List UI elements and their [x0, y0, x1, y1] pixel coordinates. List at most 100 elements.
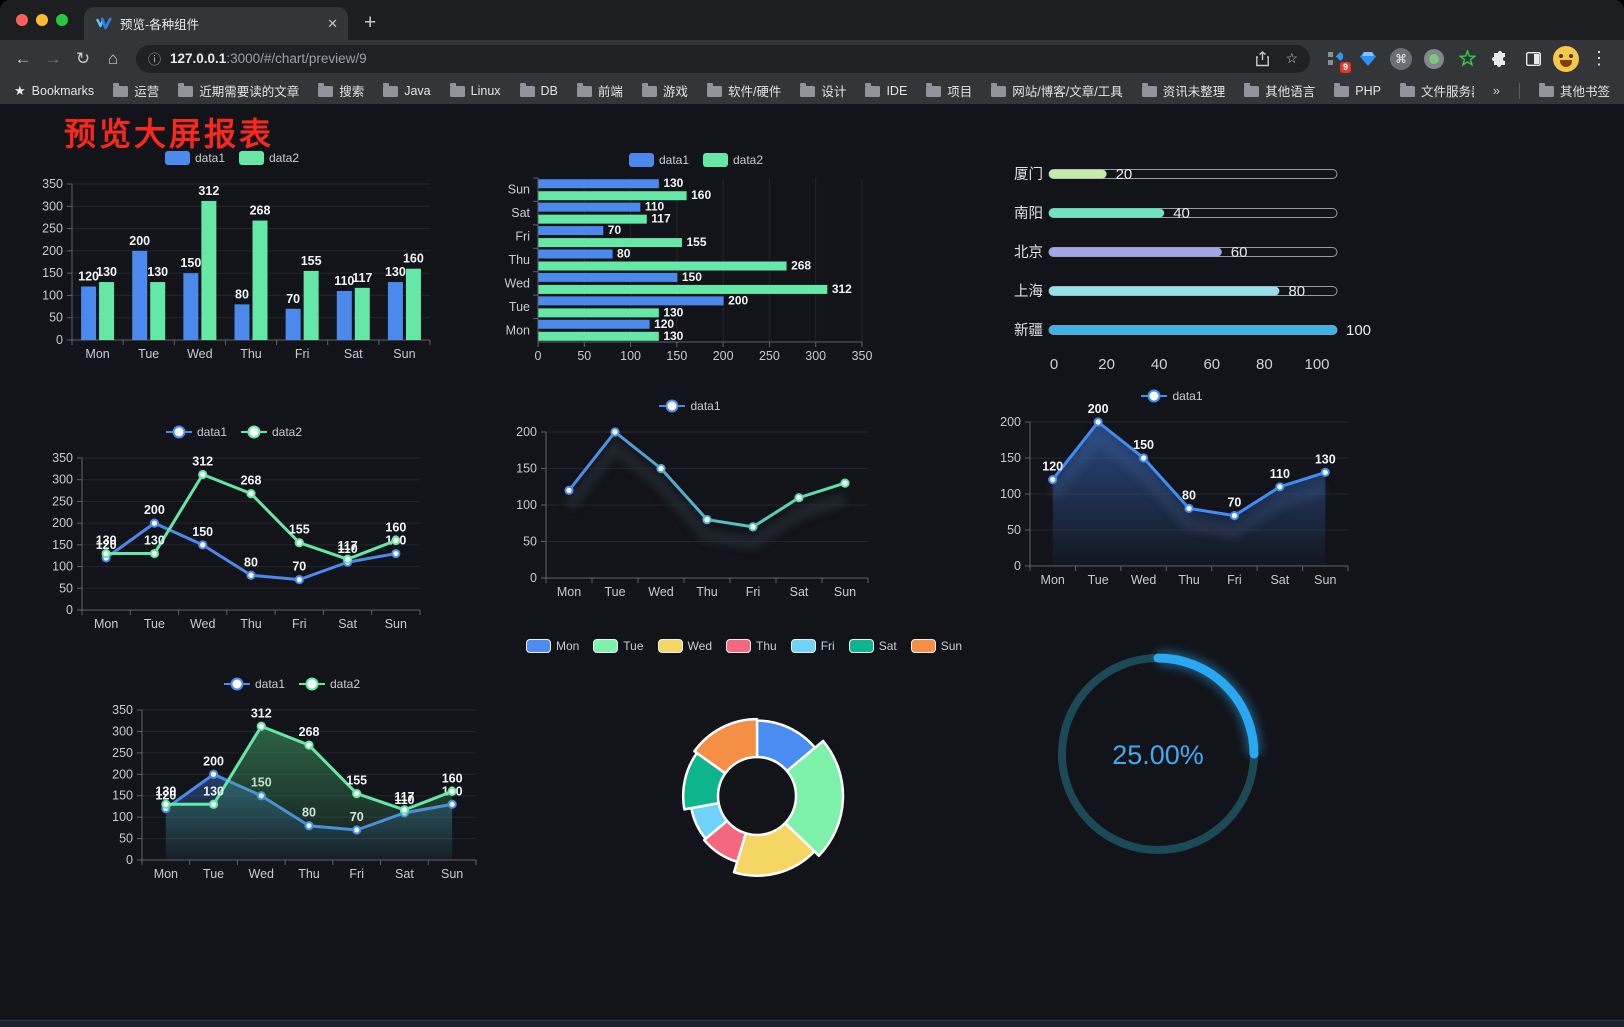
legend-item-data1[interactable]: data1	[1141, 389, 1203, 403]
bookmark-item[interactable]: PHP	[1334, 81, 1381, 100]
svg-text:50: 50	[1007, 523, 1021, 537]
bookmark-label: 近期需要读的文章	[199, 85, 300, 99]
legend-item-Sun[interactable]: Sun	[910, 639, 962, 653]
bookmark-item[interactable]: 项目	[926, 81, 972, 100]
home-icon[interactable]: ⌂	[107, 48, 119, 68]
bookmark-item[interactable]: 运营	[113, 81, 159, 100]
svg-text:Fri: Fri	[292, 617, 307, 631]
legend-item-Fri[interactable]: Fri	[790, 639, 835, 653]
bookmark-item[interactable]: IDE	[865, 81, 907, 100]
bookmark-item[interactable]: 资讯未整理	[1141, 81, 1225, 100]
chart-rose-pie: Mon Tue Wed Thu Fri Sat Sun	[525, 636, 962, 898]
legend-marker	[165, 425, 192, 439]
browser-tab[interactable]: 预览-各种组件 ✕	[84, 7, 348, 40]
minimize-window-button[interactable]	[36, 14, 48, 26]
svg-text:Sun: Sun	[441, 867, 463, 881]
legend-item-Wed[interactable]: Wed	[657, 639, 712, 653]
bookmarks-overflow-chevron[interactable]: »	[1492, 83, 1500, 98]
profile-avatar[interactable]	[1553, 45, 1579, 72]
menu-icon[interactable]: ⋮	[1590, 48, 1608, 68]
legend-item-data1[interactable]: data1	[628, 153, 689, 167]
bookmark-item[interactable]: DB	[519, 81, 558, 100]
site-info-icon[interactable]: ⓘ	[148, 52, 162, 67]
bookmark-item[interactable]: 软件/硬件	[706, 81, 781, 100]
svg-text:150: 150	[1000, 451, 1021, 465]
reload-icon[interactable]: ↻	[75, 48, 91, 68]
folder-icon	[383, 82, 399, 97]
bookmark-item[interactable]: 搜索	[318, 81, 364, 100]
command-extension-icon[interactable]: ⌘	[1388, 46, 1414, 72]
bookmark-item[interactable]: 网站/博客/文章/工具	[991, 81, 1123, 100]
svg-text:130: 130	[385, 265, 406, 279]
legend-label: data2	[269, 151, 300, 165]
legend-item-data1[interactable]: data1	[659, 399, 721, 413]
split-view-extension-icon[interactable]	[1520, 46, 1546, 72]
svg-text:250: 250	[52, 494, 73, 508]
svg-text:0: 0	[126, 853, 133, 867]
svg-text:Tue: Tue	[1088, 573, 1109, 587]
bookmarks-divider	[1518, 82, 1520, 99]
gem-extension-icon[interactable]	[1355, 46, 1381, 72]
svg-text:80: 80	[235, 287, 249, 301]
svg-text:Sat: Sat	[338, 617, 357, 631]
legend-item-Sat[interactable]: Sat	[848, 639, 897, 653]
legend-label: Mon	[555, 639, 580, 653]
svg-text:50: 50	[49, 311, 63, 325]
maximize-window-button[interactable]	[56, 14, 68, 26]
record-extension-icon[interactable]	[1421, 46, 1447, 72]
legend-marker	[1141, 389, 1168, 403]
tab-close-icon[interactable]: ✕	[327, 15, 338, 31]
svg-text:Wed: Wed	[190, 617, 216, 631]
legend-label: Tue	[623, 639, 644, 653]
legend-item-data2[interactable]: data2	[299, 677, 360, 691]
address-bar[interactable]: ⓘ 127.0.0.1:3000/#/chart/preview/9 ☆	[136, 44, 1310, 73]
legend-item-data1[interactable]: data1	[223, 677, 285, 691]
back-icon[interactable]: ←	[14, 48, 32, 68]
svg-text:20: 20	[1116, 166, 1133, 183]
star-extension-icon[interactable]	[1454, 46, 1480, 72]
svg-text:Wed: Wed	[187, 347, 213, 361]
legend-item-Tue[interactable]: Tue	[593, 639, 644, 653]
forward-icon[interactable]: →	[44, 48, 62, 68]
legend-item-data1[interactable]: data1	[164, 151, 225, 165]
svg-text:160: 160	[691, 188, 711, 202]
svg-text:130: 130	[155, 784, 176, 798]
svg-text:70: 70	[286, 292, 300, 306]
puzzle-extensions-icon[interactable]	[1487, 46, 1513, 72]
svg-text:150: 150	[180, 256, 201, 270]
legend-item-data2[interactable]: data2	[241, 425, 302, 439]
extension-grid-icon[interactable]: 9	[1322, 46, 1351, 73]
bookmark-item[interactable]: 前端	[576, 81, 623, 100]
bookmark-label: PHP	[1355, 83, 1381, 98]
close-window-button[interactable]	[16, 14, 28, 26]
bookmark-star-icon[interactable]: ☆	[1285, 50, 1298, 66]
bookmark-item[interactable]: 游戏	[641, 81, 688, 100]
bookmark-item[interactable]: 设计	[800, 81, 846, 100]
svg-text:150: 150	[516, 462, 537, 476]
chart-gauge: 25.00%	[1040, 640, 1276, 876]
svg-text:北京: 北京	[1014, 244, 1043, 261]
svg-text:Tue: Tue	[138, 347, 159, 361]
bookmark-item[interactable]: Java	[383, 81, 431, 100]
share-icon[interactable]	[1255, 50, 1270, 67]
legend-item-data2[interactable]: data2	[703, 153, 763, 167]
legend-item-data2[interactable]: data2	[239, 151, 299, 165]
svg-text:100: 100	[1000, 487, 1021, 501]
legend-item-Mon[interactable]: Mon	[525, 639, 580, 653]
new-tab-button[interactable]: +	[364, 11, 377, 34]
bookmark-item[interactable]: 文件服务器	[1399, 81, 1474, 100]
svg-text:Mon: Mon	[506, 323, 530, 337]
bookmark-item[interactable]: 其他语言	[1244, 81, 1315, 100]
svg-text:25.00%: 25.00%	[1112, 740, 1204, 770]
legend-item-data1[interactable]: data1	[165, 425, 227, 439]
svg-text:160: 160	[385, 521, 406, 535]
legend-label: data1	[194, 151, 225, 165]
bookmark-item[interactable]: Linux	[449, 81, 501, 100]
svg-text:40: 40	[1173, 205, 1190, 222]
svg-text:0: 0	[66, 603, 73, 617]
svg-text:50: 50	[119, 832, 133, 846]
other-bookmarks-folder[interactable]: 其他书签	[1538, 81, 1610, 100]
bookmark-item[interactable]: 近期需要读的文章	[178, 81, 299, 100]
bookmarks-manager[interactable]: ★ Bookmarks	[14, 83, 94, 99]
legend-item-Thu[interactable]: Thu	[726, 639, 777, 653]
